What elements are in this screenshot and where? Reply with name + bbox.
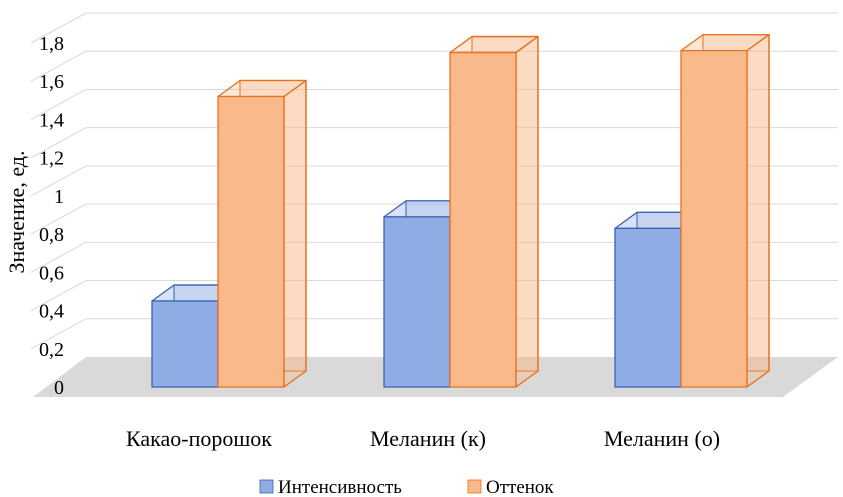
bar-front-face <box>217 95 285 388</box>
bar-front-face <box>151 300 219 388</box>
side-gridline <box>30 12 87 44</box>
x-category-label: Какао-порошок <box>126 426 272 451</box>
bar-side-face <box>515 35 539 388</box>
y-axis-title: Значение, ед. <box>4 151 29 274</box>
bar-side-face <box>283 79 307 388</box>
legend-label-shade: Оттенок <box>486 477 554 497</box>
side-gridline <box>30 318 87 350</box>
legend-label-intensity: Интенсивность <box>278 477 402 497</box>
legend-swatch-shade <box>467 479 482 494</box>
side-gridline <box>30 165 87 197</box>
side-gridline <box>30 203 87 235</box>
bar-front-face <box>680 49 748 388</box>
y-tick-label: 0,6 <box>39 262 64 284</box>
y-tick-label: 1,2 <box>39 148 64 170</box>
y-tick-label: 0 <box>54 377 64 399</box>
side-gridline <box>30 241 87 273</box>
x-category-label: Меланин (к) <box>370 426 486 451</box>
y-tick-label: 0,2 <box>39 339 64 361</box>
y-tick-label: 0,8 <box>39 224 64 246</box>
x-axis-categories: Какао-порошок Меланин (к) Меланин (о) <box>126 426 720 451</box>
bar-front-face <box>449 51 517 388</box>
bar-shade-0 <box>217 79 307 388</box>
side-gridline <box>30 89 87 120</box>
x-category-label: Меланин (о) <box>604 426 720 451</box>
y-tick-label: 1 <box>54 186 64 208</box>
y-tick-label: 0,4 <box>39 301 64 323</box>
legend-swatch-intensity <box>259 479 274 494</box>
bar-front-face <box>383 216 451 388</box>
side-gridline <box>30 50 87 82</box>
bar-front-face <box>614 227 682 388</box>
y-tick-label: 1,8 <box>39 33 64 55</box>
y-tick-label: 1,4 <box>39 109 64 131</box>
bar-shade-1 <box>449 35 539 388</box>
bar-side-face <box>746 33 770 388</box>
side-gridline <box>30 280 87 311</box>
side-gridline <box>30 127 87 159</box>
bars <box>151 33 770 388</box>
y-tick-label: 1,6 <box>39 71 64 93</box>
legend: Интенсивность Оттенок <box>259 477 554 497</box>
bar-shade-2 <box>680 33 770 388</box>
y-axis-ticks: 0 0,2 0,4 0,6 0,8 1 1,2 1,4 1,6 1,8 <box>39 33 64 399</box>
